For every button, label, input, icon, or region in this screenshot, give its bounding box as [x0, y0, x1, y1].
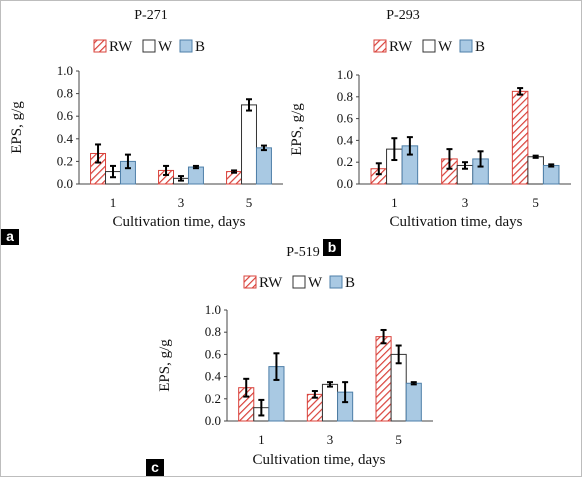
x-axis-label: Cultivation time, days	[113, 214, 246, 230]
y-tick-label: 0.4	[57, 131, 74, 146]
legend-swatch-w	[422, 39, 436, 53]
y-tick-label: 0.2	[57, 153, 73, 168]
panel-label-c: c	[151, 459, 159, 475]
chart-panel-a: P-271 RW W B 0.0 0.2 0.4 0.6 0.8 1.0 EPS, g/g 1 3 5Cu…	[1, 8, 283, 245]
x-tick-label: 5	[532, 195, 539, 210]
bar-b-day5	[405, 382, 422, 422]
y-tick-label: 0.6	[57, 108, 74, 123]
y-tick-label: 1.0	[57, 63, 73, 78]
y-axis-label: EPS, g/g	[9, 101, 25, 154]
bar-b-day3	[187, 166, 204, 185]
x-tick-label: 1	[258, 432, 265, 447]
y-axis-label: EPS, g/g	[289, 103, 305, 156]
legend-swatch-rw	[373, 39, 387, 53]
y-tick-label: 0.4	[337, 132, 354, 147]
chart-title: P-519	[286, 245, 319, 260]
bar-rw-day5	[511, 90, 529, 185]
panel-label-a: a	[6, 228, 14, 244]
legend-label-b: B	[195, 39, 205, 55]
x-tick-label: 5	[395, 432, 402, 447]
x-axis-label: Cultivation time, days	[253, 452, 386, 468]
legend-swatch-b	[459, 39, 473, 53]
y-tick-label: 0.2	[337, 154, 353, 169]
bar-rw-day5	[375, 336, 392, 422]
y-tick-label: 0.6	[205, 346, 222, 361]
chart-title: P-293	[386, 8, 419, 23]
y-tick-label: 0.8	[205, 324, 221, 339]
legend-label-b: B	[475, 39, 485, 55]
bar-w-day3	[321, 383, 339, 422]
y-tick-label: 0.4	[205, 369, 222, 384]
bar-w-day5	[527, 156, 544, 185]
chart-title: P-271	[134, 8, 167, 23]
y-tick-label: 1.0	[205, 302, 221, 317]
bar-b-day5	[255, 147, 272, 185]
bar-w-day5	[390, 353, 407, 422]
legend-swatch-b	[179, 39, 193, 53]
y-tick-label: 0.2	[205, 391, 221, 406]
legend-swatch-rw	[243, 275, 257, 289]
legend-label-w: W	[158, 39, 173, 55]
panel-badge-c	[146, 459, 164, 476]
y-tick-label: 0.0	[205, 413, 221, 428]
legend-label-rw: RW	[259, 275, 283, 291]
y-tick-label: 0.0	[57, 176, 73, 191]
legend-label-rw: RW	[109, 39, 133, 55]
bar-w-day5	[241, 104, 257, 185]
panel-label-b: b	[328, 239, 337, 255]
legend-label-w: W	[308, 275, 323, 291]
bar-b-day5	[542, 164, 560, 185]
legend-label-w: W	[438, 39, 453, 55]
legend-label-b: B	[345, 275, 355, 291]
legend-swatch-w	[142, 39, 156, 53]
x-tick-label: 1	[110, 195, 117, 210]
panel-badge-b	[323, 239, 341, 256]
panel-badge-a	[1, 229, 19, 245]
x-tick-label: 3	[327, 432, 334, 447]
x-tick-label: 3	[178, 195, 185, 210]
y-tick-label: 0.0	[337, 176, 353, 191]
x-tick-label: 3	[462, 195, 469, 210]
y-tick-label: 0.8	[337, 89, 353, 104]
x-tick-label: 1	[391, 195, 398, 210]
x-axis-label: Cultivation time, days	[390, 214, 523, 230]
legend-swatch-b	[329, 275, 343, 289]
legend-swatch-w	[292, 275, 306, 289]
y-tick-label: 0.8	[57, 86, 73, 101]
y-axis-label: EPS, g/g	[157, 339, 173, 392]
y-tick-label: 0.6	[337, 111, 354, 126]
chart-panel-b: P-293 RW W B 0.0 0.2 0.4 0.6 0.8 1.0 EPS, g/g 1 3 5 Cu…	[289, 8, 571, 256]
legend-swatch-rw	[93, 39, 107, 53]
x-tick-label: 5	[246, 195, 253, 210]
y-tick-label: 1.0	[337, 67, 353, 82]
legend-label-rw: RW	[389, 39, 413, 55]
